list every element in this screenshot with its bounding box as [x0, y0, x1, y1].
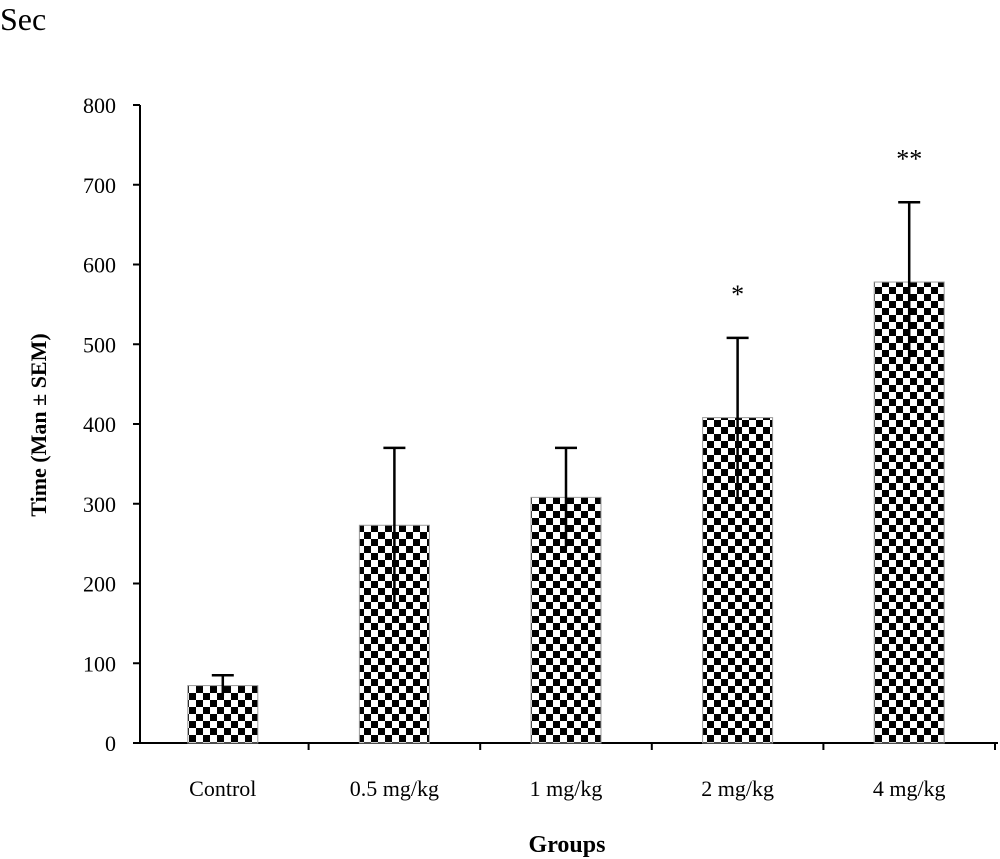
- y-tick-label: 800: [83, 93, 116, 118]
- x-tick-label: 4 mg/kg: [873, 776, 946, 801]
- y-tick-label: 100: [83, 651, 116, 676]
- bar: [187, 685, 259, 744]
- unit-label: Sec: [0, 1, 46, 37]
- x-axis-title: Groups: [529, 832, 606, 858]
- y-tick-label: 0: [105, 731, 116, 756]
- x-tick-label: Control: [189, 776, 256, 801]
- x-tick-label: 0.5 mg/kg: [350, 776, 439, 801]
- significance-marker: **: [896, 144, 922, 173]
- y-tick-label: 700: [83, 173, 116, 198]
- y-tick-label: 200: [83, 572, 116, 597]
- y-tick-label: 600: [83, 253, 116, 278]
- y-axis-title: Time (Man ± SEM): [26, 333, 51, 516]
- significance-marker: *: [731, 280, 744, 309]
- y-tick-label: 300: [83, 492, 116, 517]
- x-tick-label: 1 mg/kg: [530, 776, 603, 801]
- y-tick-label: 500: [83, 332, 116, 357]
- y-tick-label: 400: [83, 412, 116, 437]
- x-tick-label: 2 mg/kg: [701, 776, 774, 801]
